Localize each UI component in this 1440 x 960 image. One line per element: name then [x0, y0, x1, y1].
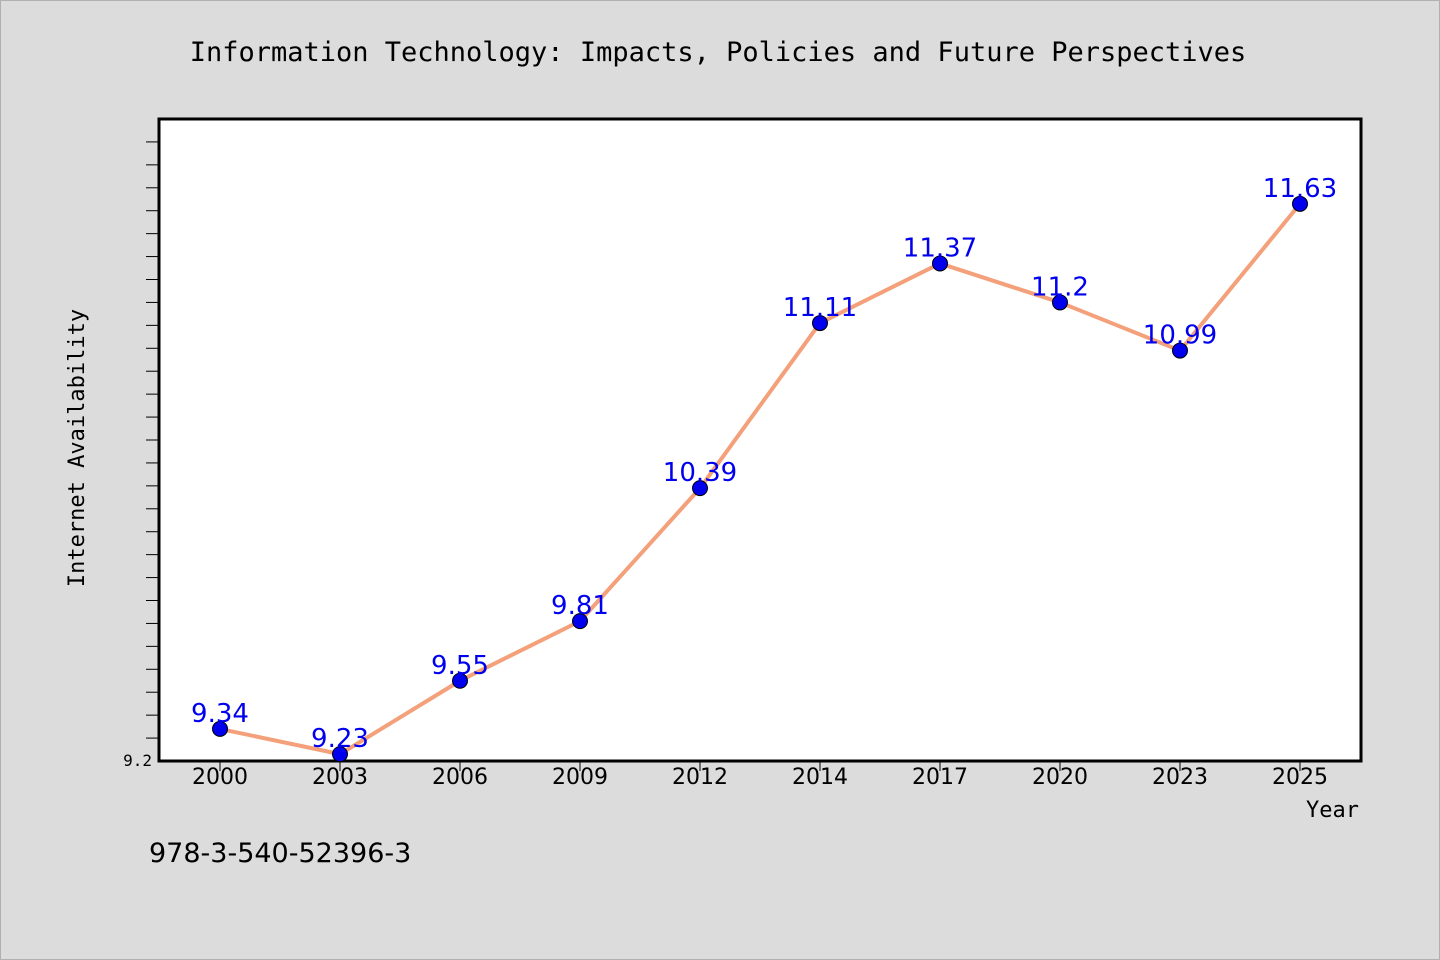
- data-point: [1172, 342, 1188, 359]
- data-label: 10.39: [663, 458, 737, 488]
- x-tick-label: 2009: [552, 765, 608, 790]
- y-axis-label: Internet Availability: [65, 309, 90, 587]
- data-point: [212, 720, 228, 737]
- data-point: [1292, 195, 1308, 212]
- data-label: 11.63: [1263, 174, 1337, 204]
- data-label: 11.2: [1031, 272, 1089, 302]
- data-label: 11.11: [783, 293, 857, 323]
- data-label: 9.81: [551, 591, 609, 621]
- x-tick-label: 2012: [672, 765, 728, 790]
- x-tick-label: 2025: [1272, 765, 1328, 790]
- data-point: [1052, 294, 1068, 311]
- series-line-group: 9.34 9.23 9.55 9.81 10.39 11.11 11.37 11.2 10.99…: [191, 174, 1337, 763]
- x-axis-label: Year: [1306, 798, 1359, 823]
- data-point: [932, 255, 948, 272]
- data-label: 9.34: [191, 699, 249, 729]
- x-tick-label: 2017: [912, 765, 968, 790]
- footnote-isbn: 978-3-540-52396-3: [149, 838, 411, 869]
- data-point: [692, 480, 708, 497]
- plot-area: [157, 117, 1363, 763]
- data-label: 10.99: [1143, 321, 1217, 351]
- y-axis-ticks: [146, 141, 159, 739]
- y-tick-label: 9.2: [123, 751, 152, 770]
- data-label: 11.37: [903, 233, 977, 263]
- x-tick-label: 2014: [792, 765, 848, 790]
- data-point: [572, 613, 588, 630]
- x-tick-label: 2003: [312, 765, 368, 790]
- x-tick-label: 2020: [1032, 765, 1088, 790]
- x-axis: 2000 2003 2006 2009 2012 2014 2017 2020 2023 2025: [192, 761, 1328, 790]
- data-label: 9.23: [311, 724, 369, 754]
- series-line: [219, 202, 1302, 757]
- x-tick-label: 2000: [192, 765, 248, 790]
- data-point: [332, 746, 348, 763]
- chart-title: Information Technology: Impacts, Policie…: [190, 37, 1247, 68]
- data-point: [812, 315, 828, 332]
- data-point: [452, 672, 468, 689]
- x-tick-label: 2006: [432, 765, 488, 790]
- data-label: 9.55: [431, 651, 489, 681]
- x-tick-label: 2023: [1152, 765, 1208, 790]
